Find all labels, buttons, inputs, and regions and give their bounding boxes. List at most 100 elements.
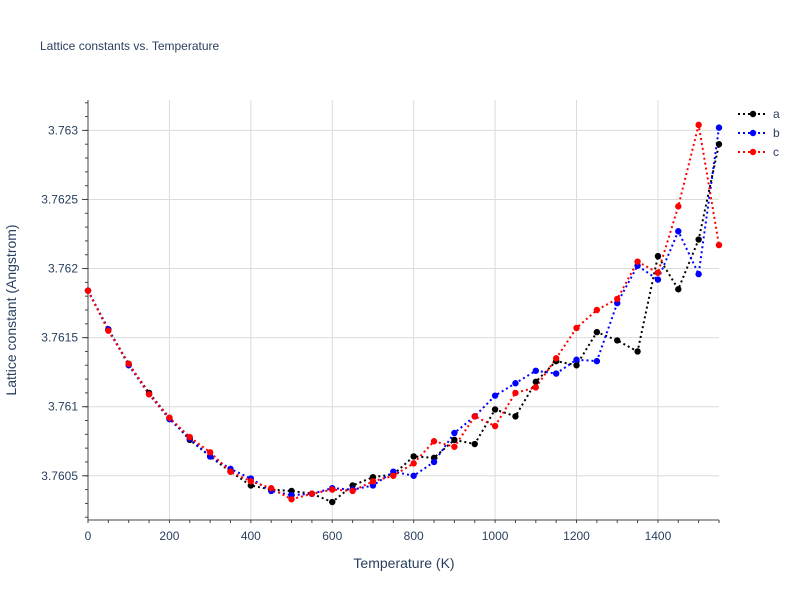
data-point-b[interactable] <box>512 380 519 387</box>
x-tick-label: 400 <box>241 529 261 543</box>
data-point-a[interactable] <box>675 286 682 293</box>
data-point-c[interactable] <box>186 433 193 441</box>
legend-item-a[interactable]: a <box>738 107 780 121</box>
data-point-c[interactable] <box>84 287 92 294</box>
data-point-c[interactable] <box>390 472 397 479</box>
legend-marker-b <box>749 129 757 137</box>
data-point-c[interactable] <box>532 384 540 391</box>
data-point-b[interactable] <box>532 367 540 374</box>
data-point-c[interactable] <box>125 360 132 368</box>
legend-marker-a <box>749 110 757 118</box>
data-point-a[interactable] <box>491 406 499 413</box>
data-point-c[interactable] <box>329 486 336 493</box>
data-point-a[interactable] <box>614 337 621 344</box>
data-point-c[interactable] <box>206 449 214 456</box>
legend-label-a: a <box>773 107 780 121</box>
data-point-c[interactable] <box>634 258 641 265</box>
x-tick-label: 1200 <box>563 529 590 543</box>
series-line-b <box>87 127 720 497</box>
data-point-a[interactable] <box>532 378 540 386</box>
data-point-c[interactable] <box>451 443 458 450</box>
y-tick-label: 3.7605 <box>41 469 78 483</box>
data-point-a[interactable] <box>471 440 478 448</box>
data-point-c[interactable] <box>430 438 438 445</box>
y-tick-label: 3.762 <box>48 262 78 276</box>
data-point-c[interactable] <box>675 203 682 210</box>
data-point-c[interactable] <box>105 327 112 334</box>
data-point-c[interactable] <box>491 422 499 430</box>
series-line-a <box>87 144 720 504</box>
data-point-a[interactable] <box>451 436 458 444</box>
data-point-b[interactable] <box>451 429 458 437</box>
legend-label-b: b <box>773 126 780 140</box>
data-point-c[interactable] <box>145 391 153 398</box>
data-point-c[interactable] <box>573 324 580 332</box>
data-point-a[interactable] <box>512 413 519 420</box>
data-point-b[interactable] <box>695 270 702 278</box>
series-points <box>84 121 723 506</box>
series-line-c <box>87 124 720 501</box>
data-point-a[interactable] <box>410 453 417 460</box>
data-point-c[interactable] <box>654 269 662 276</box>
data-point-a[interactable] <box>634 348 641 355</box>
data-point-c[interactable] <box>227 468 234 475</box>
data-point-c[interactable] <box>308 490 316 497</box>
legend-item-b[interactable]: b <box>738 126 780 140</box>
data-point-a[interactable] <box>715 141 723 148</box>
data-point-c[interactable] <box>614 295 621 303</box>
plot-area <box>84 121 723 506</box>
y-tick-label: 3.7615 <box>41 331 78 345</box>
data-point-b[interactable] <box>654 276 662 283</box>
y-axis-title: Lattice constant (Angstrom) <box>3 224 19 395</box>
x-tick-label: 600 <box>322 529 342 543</box>
legend-marker-c <box>749 148 757 156</box>
chart-title: Lattice constants vs. Temperature <box>40 39 220 53</box>
legend-label-c: c <box>773 145 779 159</box>
data-point-b[interactable] <box>491 392 499 399</box>
y-tick-label: 3.7625 <box>41 192 78 206</box>
data-point-c[interactable] <box>512 389 519 397</box>
x-tick-label: 0 <box>85 529 92 543</box>
legend-item-c[interactable]: c <box>738 145 779 159</box>
y-axis-ticks: 3.7605 3.761 3.7615 3.762 3.7625 3.763 <box>41 102 88 518</box>
axes <box>87 100 719 521</box>
x-tick-label: 200 <box>159 529 179 543</box>
x-axis-title: Temperature (K) <box>353 555 454 571</box>
y-tick-label: 3.761 <box>48 400 78 414</box>
data-point-b[interactable] <box>715 124 723 131</box>
data-point-c[interactable] <box>695 121 702 129</box>
data-point-c[interactable] <box>267 485 275 492</box>
data-point-c[interactable] <box>369 478 377 485</box>
data-point-b[interactable] <box>593 357 601 365</box>
data-point-c[interactable] <box>552 355 560 362</box>
data-point-b[interactable] <box>430 458 438 466</box>
data-point-a[interactable] <box>573 362 580 369</box>
data-point-c[interactable] <box>715 241 723 249</box>
x-tick-label: 800 <box>404 529 424 543</box>
data-point-c[interactable] <box>410 460 417 467</box>
data-point-c[interactable] <box>288 496 295 503</box>
data-point-a[interactable] <box>654 252 662 260</box>
data-point-b[interactable] <box>410 472 417 479</box>
x-gridlines <box>168 100 659 520</box>
data-point-b[interactable] <box>573 356 580 363</box>
x-tick-label: 1400 <box>645 529 672 543</box>
y-tick-label: 3.763 <box>48 123 78 137</box>
x-tick-label: 1000 <box>482 529 509 543</box>
data-point-c[interactable] <box>471 413 478 420</box>
data-point-c[interactable] <box>166 414 173 421</box>
y-gridlines <box>88 129 719 477</box>
data-point-b[interactable] <box>552 370 560 377</box>
data-point-c[interactable] <box>593 306 601 314</box>
data-point-c[interactable] <box>247 478 255 485</box>
series-lines <box>87 124 720 504</box>
data-point-c[interactable] <box>349 487 356 495</box>
data-point-a[interactable] <box>695 236 702 243</box>
data-point-b[interactable] <box>675 228 682 235</box>
data-point-a[interactable] <box>593 328 601 336</box>
x-axis-ticks: 0 200 400 600 800 1000 1200 1400 <box>85 520 720 543</box>
legend[interactable]: abc <box>738 107 780 159</box>
data-point-a[interactable] <box>329 498 336 506</box>
